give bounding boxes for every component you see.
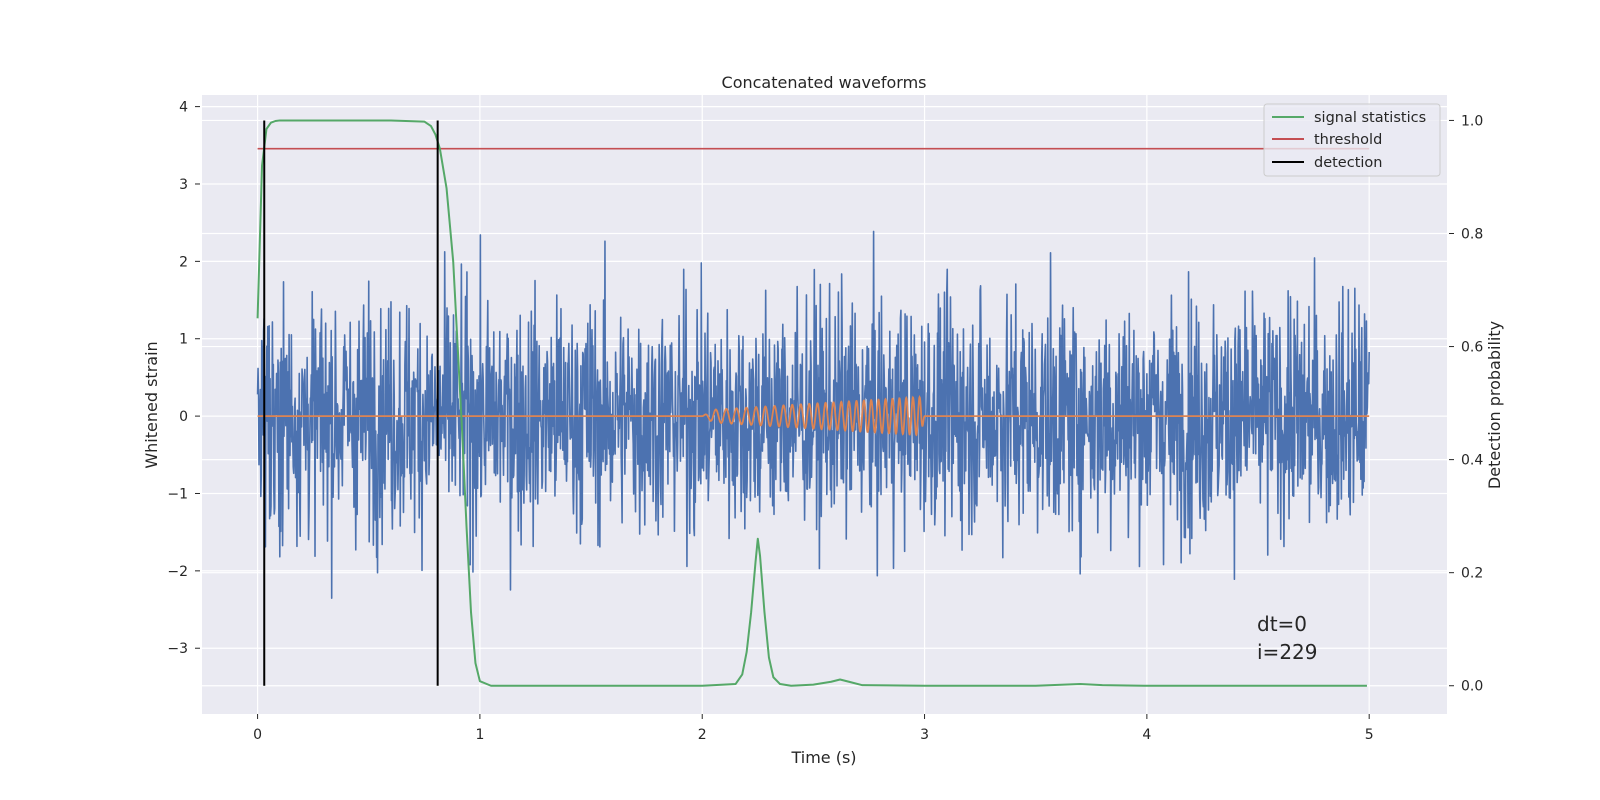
legend-box bbox=[1263, 103, 1441, 177]
strain-noise-series bbox=[256, 230, 1370, 599]
annotation-index: i=229 bbox=[1257, 640, 1318, 664]
x-tick-label: 0 bbox=[253, 727, 262, 743]
y-right-tick-label: 0.8 bbox=[1461, 226, 1483, 242]
signal-statistics-line bbox=[256, 119, 1367, 687]
y-tick-label: −3 bbox=[167, 641, 188, 657]
y-tick-label: 4 bbox=[179, 100, 188, 116]
x-tick-label: 4 bbox=[1142, 727, 1151, 743]
strain-noise-line bbox=[256, 230, 1370, 599]
y-axis-left: −3 −2 −1 0 1 2 3 4 bbox=[167, 100, 200, 657]
legend-label-signal-statistics: signal statistics bbox=[1314, 110, 1426, 126]
y-tick-label: 1 bbox=[179, 332, 188, 348]
y-axis-right-title: Detection probability bbox=[1485, 321, 1504, 489]
y-right-tick-label: 0.0 bbox=[1461, 679, 1483, 695]
y-tick-label: −1 bbox=[167, 486, 188, 502]
legend: signal statistics threshold detection bbox=[1263, 103, 1441, 177]
chart-title: Concatenated waveforms bbox=[722, 73, 927, 92]
y-tick-label: 2 bbox=[179, 254, 188, 270]
y-right-tick-label: 0.4 bbox=[1461, 453, 1483, 469]
y-tick-label: 3 bbox=[179, 177, 188, 193]
y-right-tick-label: 0.6 bbox=[1461, 340, 1483, 356]
injection-series bbox=[257, 394, 1370, 437]
injection-line bbox=[257, 394, 1370, 437]
x-axis: 0 1 2 3 4 5 bbox=[253, 714, 1374, 743]
y-tick-label: −2 bbox=[167, 564, 188, 580]
legend-label-detection: detection bbox=[1314, 155, 1382, 171]
x-tick-label: 2 bbox=[698, 727, 707, 743]
annotation-dt: dt=0 bbox=[1257, 612, 1307, 636]
y-right-tick-label: 1.0 bbox=[1461, 113, 1483, 129]
y-axis-right: 0.0 0.2 0.4 0.6 0.8 1.0 bbox=[1449, 113, 1483, 695]
y-axis-title: Whitened strain bbox=[142, 341, 161, 468]
legend-label-threshold: threshold bbox=[1314, 132, 1382, 148]
detection-overlay bbox=[256, 119, 1370, 687]
x-axis-title: Time (s) bbox=[790, 748, 856, 767]
x-tick-label: 1 bbox=[475, 727, 484, 743]
x-tick-label: 3 bbox=[920, 727, 929, 743]
y-tick-label: 0 bbox=[179, 409, 188, 425]
y-right-tick-label: 0.2 bbox=[1461, 566, 1483, 582]
x-tick-label: 5 bbox=[1365, 727, 1374, 743]
